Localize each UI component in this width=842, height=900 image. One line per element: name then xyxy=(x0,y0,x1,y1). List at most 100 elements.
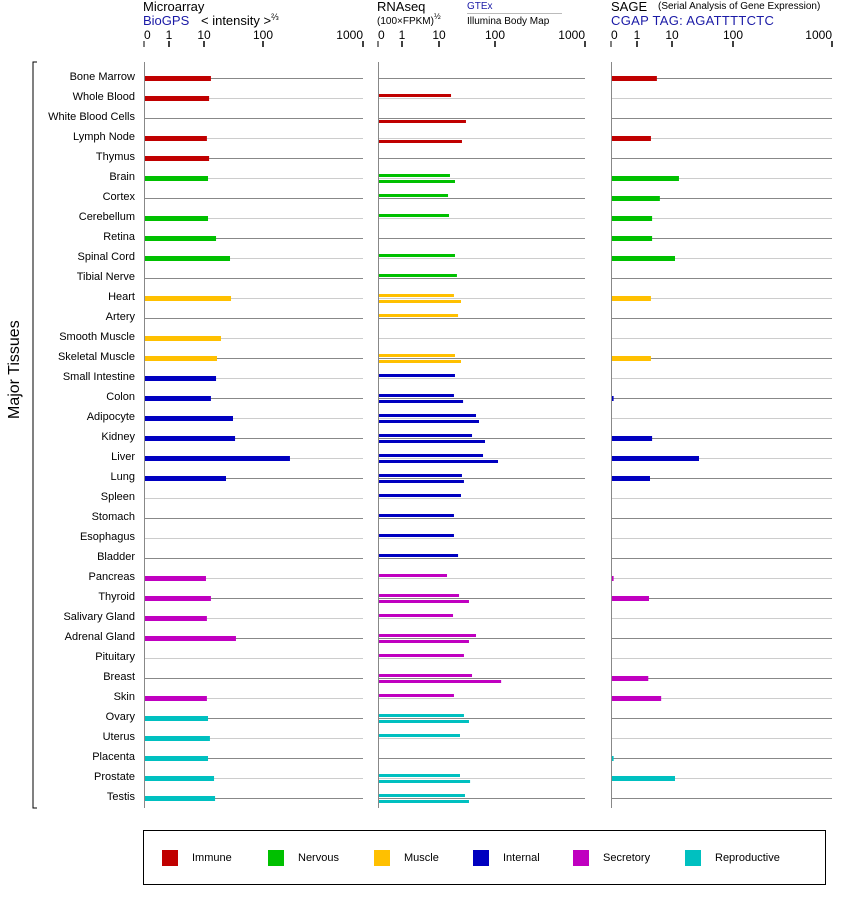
rnaseq-tick-label: 100 xyxy=(485,28,505,42)
rnaseq-bar-liver xyxy=(379,454,484,457)
legend-item-nervous: Nervous xyxy=(268,850,339,866)
microarray-bar-lung xyxy=(145,476,227,481)
rnaseq-bar-adipocyte xyxy=(379,420,480,423)
microarray-bar-adrenal-gland xyxy=(145,636,236,641)
rnaseq-bar-ovary xyxy=(379,714,464,717)
legend-label: Immune xyxy=(192,852,232,864)
rnaseq-bar-pancreas xyxy=(379,574,448,577)
sage-tick-label: 100 xyxy=(723,28,743,42)
microarray-bar-bone-marrow xyxy=(145,76,211,81)
rnaseq-bar-cortex xyxy=(379,194,449,197)
tissue-label: Thyroid xyxy=(98,591,135,603)
legend-swatch xyxy=(374,850,390,866)
legend-label: Nervous xyxy=(298,852,339,864)
legend-label: Secretory xyxy=(603,852,651,864)
tissue-label: Thymus xyxy=(95,151,135,163)
rnaseq-bar-testis xyxy=(379,794,465,797)
rnaseq-bar-adipocyte xyxy=(379,414,477,417)
illumina-body-map-label: Illumina Body Map xyxy=(467,16,550,27)
legend-item-muscle: Muscle xyxy=(374,850,439,866)
tissue-label: Adipocyte xyxy=(86,411,135,423)
sage-bar-lung xyxy=(612,476,650,481)
microarray-bar-heart xyxy=(145,296,232,301)
microarray-tick-label: 100 xyxy=(253,28,273,42)
tissue-label: Skin xyxy=(113,691,135,703)
legend-swatch xyxy=(268,850,284,866)
microarray-bar-small-intestine xyxy=(145,376,217,381)
biogps-link[interactable]: BioGPS xyxy=(143,13,190,28)
tissue-label: Kidney xyxy=(101,431,135,443)
rnaseq-unit: (100×FPKM)½ xyxy=(377,13,441,28)
tissue-label: Cerebellum xyxy=(78,211,135,223)
tissue-label: Breast xyxy=(103,671,135,683)
rnaseq-bar-spleen xyxy=(379,494,461,497)
tissue-label: White Blood Cells xyxy=(48,111,135,123)
rnaseq-bar-skeletal-muscle xyxy=(379,354,455,357)
rnaseq-tick-label: 10 xyxy=(432,28,446,42)
rnaseq-bar-thyroid xyxy=(379,600,469,603)
microarray-bar-thymus xyxy=(145,156,210,161)
rnaseq-bar-lung xyxy=(379,474,462,477)
legend-swatch xyxy=(573,850,589,866)
microarray-bar-liver xyxy=(145,456,290,461)
rnaseq-bar-colon xyxy=(379,400,464,403)
rnaseq-tick-label: 0 xyxy=(378,28,385,42)
gtex-link[interactable]: GTEx xyxy=(467,1,493,12)
microarray-bar-spinal-cord xyxy=(145,256,231,261)
microarray-bar-ovary xyxy=(145,716,209,721)
rnaseq-bar-testis xyxy=(379,800,469,803)
rnaseq-bar-kidney xyxy=(379,434,473,437)
sage-bar-bone-marrow xyxy=(612,76,657,81)
rnaseq-bar-kidney xyxy=(379,440,486,443)
rnaseq-bar-breast xyxy=(379,674,473,677)
rnaseq-bar-white-blood-cells xyxy=(379,120,466,123)
source-divider xyxy=(467,13,562,14)
microarray-tick-label: 1 xyxy=(166,28,173,42)
microarray-bar-skeletal-muscle xyxy=(145,356,217,361)
tissue-label: Placenta xyxy=(92,751,135,763)
cgap-tag-link[interactable]: CGAP TAG: AGATTTTCTC xyxy=(611,13,775,28)
rnaseq-bar-small-intestine xyxy=(379,374,455,377)
tissue-label: Pancreas xyxy=(88,571,135,583)
rnaseq-unit-exp: ½ xyxy=(433,12,441,21)
tissue-label: Adrenal Gland xyxy=(64,631,135,643)
rnaseq-bar-uterus xyxy=(379,734,460,737)
microarray-bar-testis xyxy=(145,796,216,801)
tissue-label: Salivary Gland xyxy=(63,611,135,623)
tissue-label: Liver xyxy=(111,451,135,463)
tissue-label: Smooth Muscle xyxy=(59,331,135,343)
microarray-bar-smooth-muscle xyxy=(145,336,221,341)
rnaseq-bar-whole-blood xyxy=(379,94,452,97)
microarray-tick-label: 10 xyxy=(197,28,211,42)
rnaseq-bar-heart xyxy=(379,300,461,303)
sage-bar-cerebellum xyxy=(612,216,653,221)
legend-swatch xyxy=(473,850,489,866)
rnaseq-bar-skeletal-muscle xyxy=(379,360,461,363)
microarray-bar-cerebellum xyxy=(145,216,209,221)
tissue-label: Bone Marrow xyxy=(69,71,135,83)
sage-title: SAGE xyxy=(611,0,648,14)
tissue-label: Esophagus xyxy=(79,531,135,543)
rnaseq-bar-spinal-cord xyxy=(379,254,455,257)
legend-item-internal: Internal xyxy=(473,850,540,866)
rnaseq-unit-text: (100×FPKM) xyxy=(377,16,434,27)
sage-bar-placenta xyxy=(612,756,614,761)
sage-bar-liver xyxy=(612,456,699,461)
microarray-unit-exp: ⅔ xyxy=(271,12,279,22)
tissue-label: Whole Blood xyxy=(72,91,135,103)
microarray-tick-label: 0 xyxy=(144,28,151,42)
sage-bar-brain xyxy=(612,176,679,181)
sage-bar-skin xyxy=(612,696,662,701)
microarray-bar-placenta xyxy=(145,756,209,761)
sage-tick-label: 1 xyxy=(634,28,641,42)
rnaseq-bar-esophagus xyxy=(379,534,454,537)
tissue-label: Prostate xyxy=(94,771,135,783)
microarray-bar-prostate xyxy=(145,776,215,781)
tissue-label: Lung xyxy=(110,471,135,483)
sage-bar-cortex xyxy=(612,196,660,201)
rnaseq-bar-salivary-gland xyxy=(379,614,454,617)
tissue-label: Brain xyxy=(109,171,135,183)
legend: Immune Nervous Muscle Internal Secretory… xyxy=(143,830,826,885)
sage-tick-label: 10 xyxy=(665,28,679,42)
rnaseq-bar-artery xyxy=(379,314,459,317)
